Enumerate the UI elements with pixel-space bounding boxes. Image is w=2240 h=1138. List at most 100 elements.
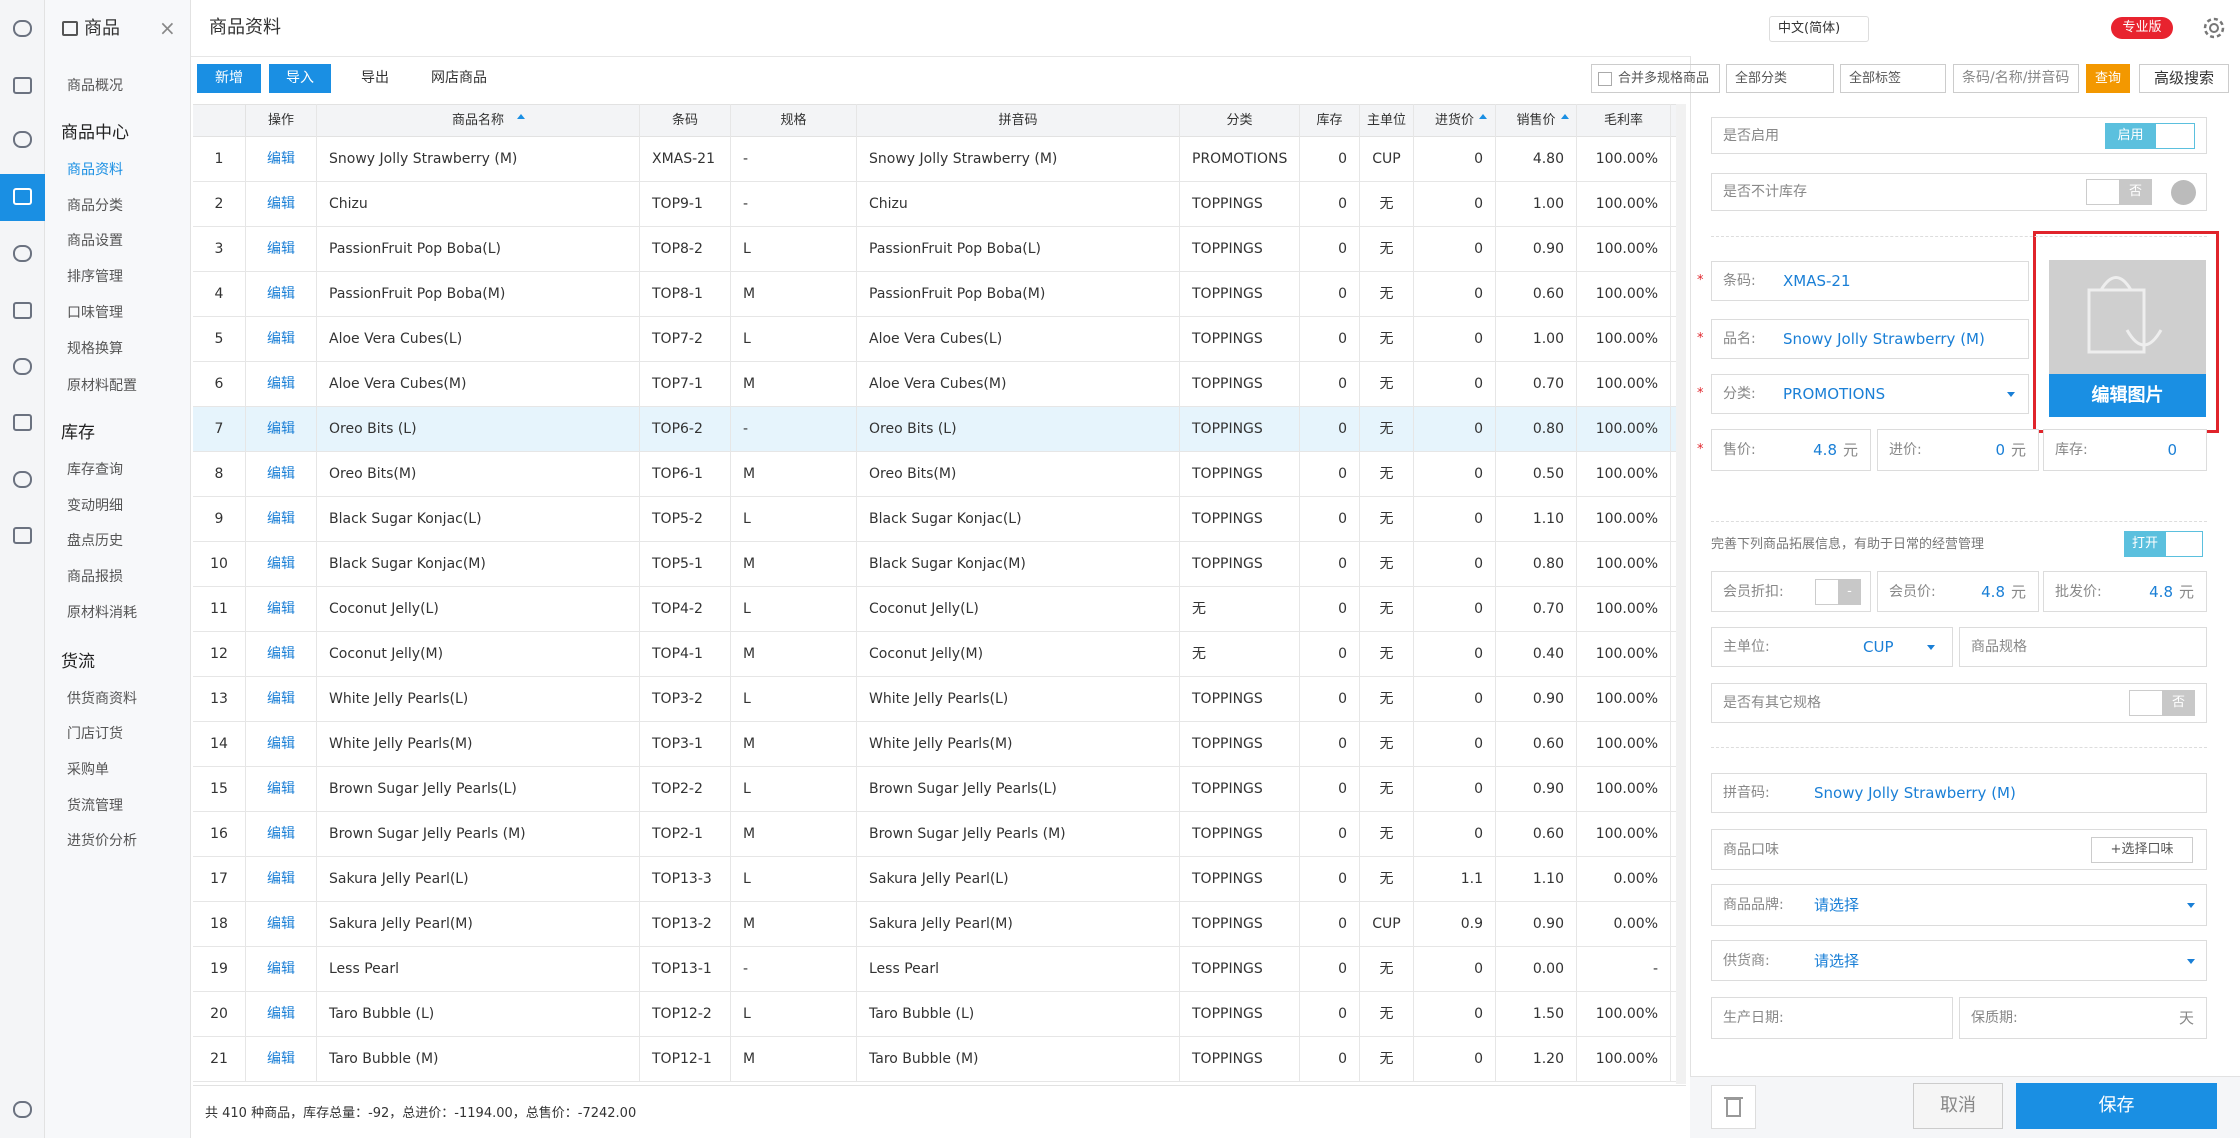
- field-value[interactable]: 请选择: [1814, 951, 1860, 970]
- sidebar-item[interactable]: 货流管理: [67, 798, 123, 814]
- table-row[interactable]: [193, 632, 1686, 677]
- field-value[interactable]: 4.8: [2149, 582, 2173, 601]
- dropdown-caret[interactable]: [1927, 645, 1935, 650]
- table-row[interactable]: [193, 182, 1686, 227]
- table-row[interactable]: [193, 407, 1686, 452]
- table-row[interactable]: [193, 1037, 1686, 1082]
- settings-icon[interactable]: [2200, 14, 2228, 42]
- advanced-search[interactable]: 高级搜索: [2139, 64, 2229, 93]
- tag-filter[interactable]: 全部标签: [1840, 64, 1946, 93]
- edit-link[interactable]: 编辑: [246, 317, 317, 362]
- edit-link[interactable]: 编辑: [246, 227, 317, 272]
- edit-link[interactable]: 编辑: [246, 812, 317, 857]
- edit-link[interactable]: 编辑: [246, 182, 317, 227]
- table-row[interactable]: [193, 362, 1686, 407]
- column-header[interactable]: 分类: [1180, 104, 1300, 137]
- column-header[interactable]: 商品名称: [317, 104, 640, 137]
- rail-icon[interactable]: [13, 302, 32, 319]
- field-value[interactable]: Snowy Jolly Strawberry (M): [1783, 330, 1985, 348]
- cancel-button[interactable]: 取消: [1913, 1083, 2003, 1129]
- rail-icon[interactable]: [13, 131, 32, 148]
- sidebar-item[interactable]: 原材料配置: [67, 378, 137, 394]
- sidebar-item[interactable]: 原材料消耗: [67, 605, 137, 621]
- toolbar-button[interactable]: 导出: [361, 70, 389, 86]
- rail-icon[interactable]: [13, 358, 32, 375]
- field-value[interactable]: 4.8: [1813, 441, 1837, 459]
- edit-link[interactable]: 编辑: [246, 452, 317, 497]
- edit-link[interactable]: 编辑: [246, 722, 317, 767]
- dropdown-caret[interactable]: [2007, 392, 2015, 397]
- edit-link[interactable]: 编辑: [246, 992, 317, 1037]
- table-row[interactable]: [193, 857, 1686, 902]
- sidebar-item[interactable]: 商品报损: [67, 569, 123, 585]
- language-select[interactable]: 中文(简体): [1769, 16, 1869, 42]
- sidebar-item[interactable]: 库存查询: [67, 462, 123, 478]
- edit-link[interactable]: 编辑: [246, 677, 317, 722]
- search-input[interactable]: 条码/名称/拼音码: [1953, 64, 2079, 93]
- table-row[interactable]: [193, 452, 1686, 497]
- edit-link[interactable]: 编辑: [246, 407, 317, 452]
- column-header[interactable]: 操作: [246, 104, 317, 137]
- column-header[interactable]: 规格: [731, 104, 857, 137]
- column-header[interactable]: 条码: [640, 104, 731, 137]
- rail-icon[interactable]: [13, 245, 32, 262]
- toolbar-button[interactable]: 导入: [269, 64, 331, 93]
- rail-icon[interactable]: [13, 20, 32, 37]
- sidebar-item[interactable]: 排序管理: [67, 269, 123, 285]
- rail-icon[interactable]: [13, 471, 32, 488]
- sidebar-item[interactable]: 采购单: [67, 762, 109, 778]
- field-value[interactable]: 请选择: [1814, 896, 1860, 914]
- field-value[interactable]: CUP: [1863, 638, 1894, 656]
- sidebar-item[interactable]: 商品概况: [67, 78, 123, 94]
- sidebar-item[interactable]: 盘点历史: [67, 533, 123, 549]
- table-row[interactable]: [193, 767, 1686, 812]
- table-row[interactable]: [193, 587, 1686, 632]
- rail-icon[interactable]: [13, 527, 32, 544]
- field-value[interactable]: XMAS-21: [1783, 272, 1851, 290]
- field-value[interactable]: 0: [1995, 441, 2005, 459]
- edit-link[interactable]: 编辑: [246, 362, 317, 407]
- column-header[interactable]: 毛利率: [1577, 104, 1671, 137]
- rail-icon[interactable]: [13, 1101, 32, 1118]
- rail-icon[interactable]: [13, 77, 32, 94]
- edit-link[interactable]: 编辑: [246, 272, 317, 317]
- sidebar-item[interactable]: 门店订货: [67, 726, 123, 742]
- sidebar-item[interactable]: 口味管理: [67, 305, 123, 321]
- dropdown-caret[interactable]: [2187, 903, 2195, 908]
- table-row[interactable]: [193, 542, 1686, 587]
- field-value[interactable]: PROMOTIONS: [1783, 385, 1886, 403]
- save-button[interactable]: 保存: [2016, 1083, 2217, 1129]
- table-row[interactable]: [193, 722, 1686, 767]
- table-row[interactable]: [193, 812, 1686, 857]
- column-header[interactable]: 主单位: [1360, 104, 1414, 137]
- edit-link[interactable]: 编辑: [246, 542, 317, 587]
- table-row[interactable]: [193, 947, 1686, 992]
- table-row[interactable]: [193, 227, 1686, 272]
- edit-link[interactable]: 编辑: [246, 767, 317, 812]
- table-row[interactable]: [193, 902, 1686, 947]
- sidebar-item[interactable]: 供货商资料: [67, 691, 137, 707]
- rail-icon[interactable]: [13, 414, 32, 431]
- edit-link[interactable]: 编辑: [246, 947, 317, 992]
- table-row[interactable]: [193, 677, 1686, 722]
- sidebar-item[interactable]: 商品设置: [67, 233, 123, 249]
- edit-link[interactable]: 编辑: [246, 632, 317, 677]
- delete-button[interactable]: [1711, 1085, 1756, 1129]
- flavor-button[interactable]: +选择口味: [2091, 836, 2193, 863]
- sidebar-item[interactable]: 规格换算: [67, 341, 123, 357]
- edit-link[interactable]: 编辑: [246, 902, 317, 947]
- field-value[interactable]: 4.8: [1981, 582, 2005, 601]
- rail-icon[interactable]: [13, 188, 32, 205]
- toolbar-button[interactable]: 新增: [197, 64, 261, 93]
- edit-image-button[interactable]: 编辑图片: [2049, 374, 2206, 417]
- close-icon[interactable]: ×: [159, 16, 176, 40]
- sidebar-item[interactable]: 进货价分析: [67, 833, 137, 849]
- edit-link[interactable]: 编辑: [246, 857, 317, 902]
- category-filter[interactable]: 全部分类: [1726, 64, 1834, 93]
- active-rail-item[interactable]: [0, 174, 45, 221]
- column-header[interactable]: 拼音码: [857, 104, 1180, 137]
- dropdown-caret[interactable]: [2187, 958, 2195, 964]
- table-row[interactable]: [193, 497, 1686, 542]
- column-header[interactable]: 销售价: [1496, 104, 1577, 137]
- table-row[interactable]: [193, 272, 1686, 317]
